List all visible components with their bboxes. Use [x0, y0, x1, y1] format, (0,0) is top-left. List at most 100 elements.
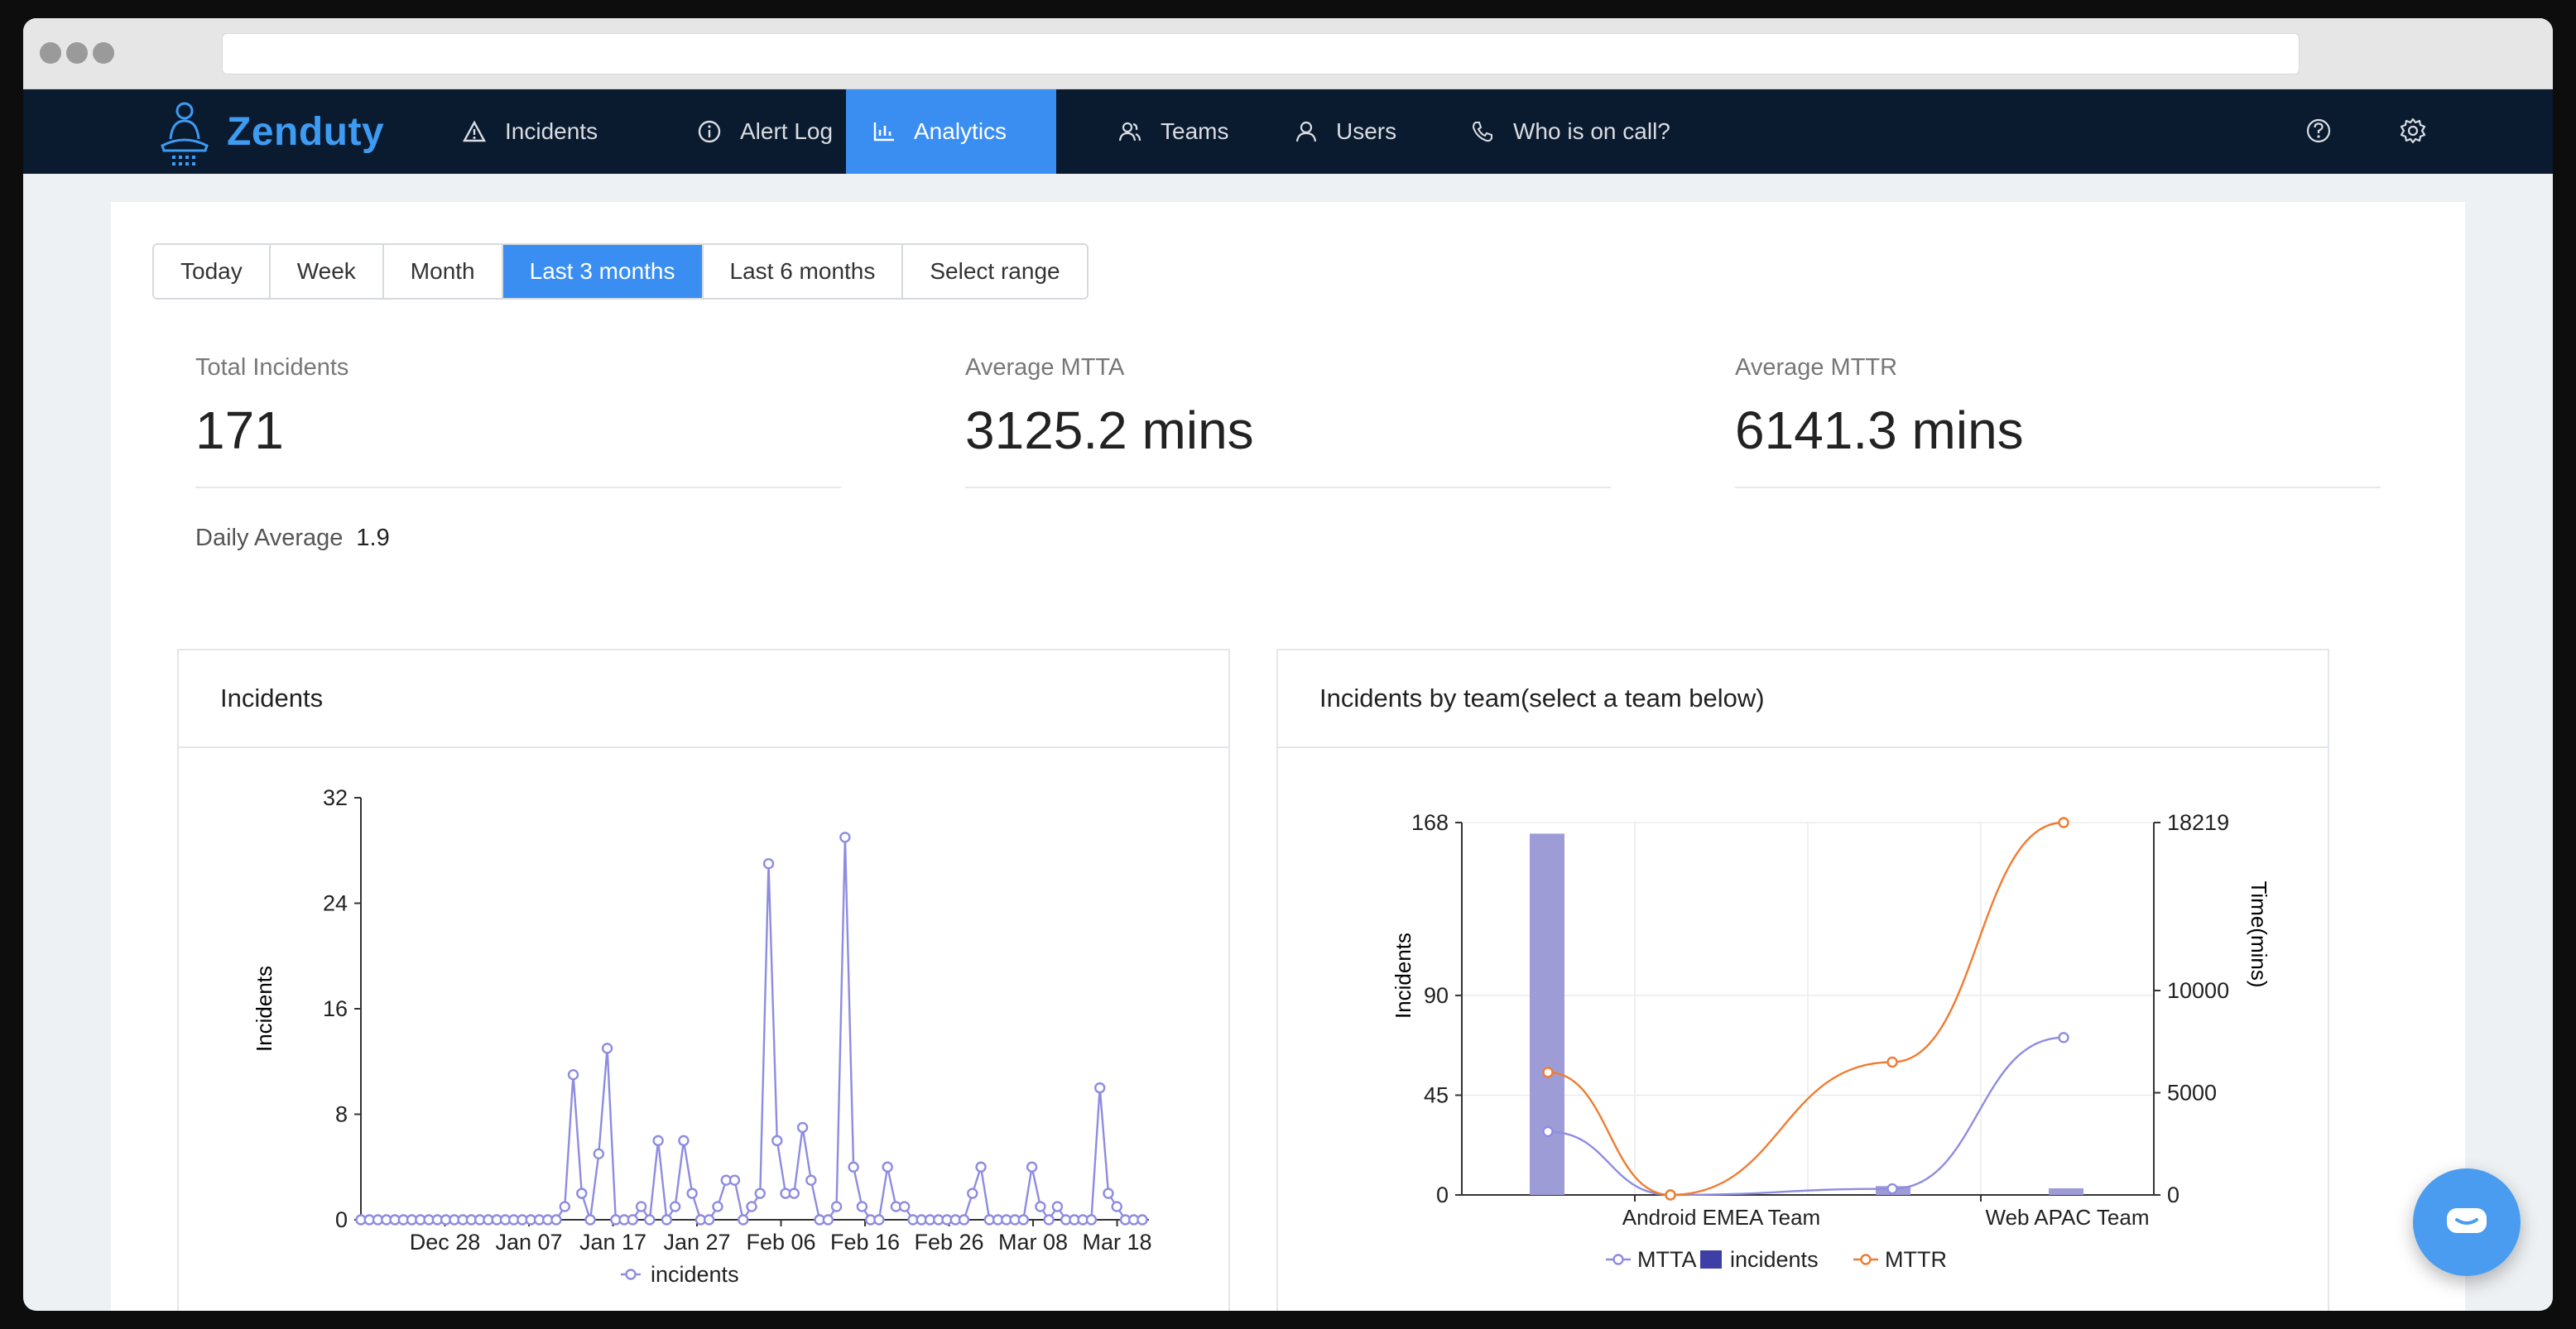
- panel-title: Incidents: [179, 650, 1228, 748]
- y-tick-label: 24: [323, 891, 348, 916]
- nav-analytics[interactable]: Analytics: [846, 89, 1056, 174]
- legend-marker: [1860, 1254, 1872, 1265]
- stat-total-incidents: Total Incidents 171: [195, 354, 841, 488]
- x-tick-label: Mar 08: [998, 1230, 1068, 1255]
- range-today-button[interactable]: Today: [154, 245, 271, 298]
- x-tick-label: Feb 26: [915, 1230, 984, 1255]
- incidents-data-point: [1017, 1214, 1030, 1226]
- range-select-range-button[interactable]: Select range: [903, 245, 1087, 298]
- mtta-data-point: [2058, 1032, 2069, 1044]
- x-tick-label: Jan 27: [663, 1230, 730, 1255]
- incidents-data-point: [669, 1201, 681, 1212]
- daily-average-label: Daily Average: [195, 525, 344, 551]
- divider: [965, 487, 1611, 488]
- incidents-panel: Incidents 0 8 16 24 32 Incidents Dec 28 Jan 07 J…: [177, 649, 1230, 1311]
- legend-label: MTTR: [1885, 1247, 1947, 1272]
- incidents-series-line: [361, 837, 1142, 1223]
- stat-label: Average MTTA: [965, 354, 1125, 381]
- x-tick-label: Web APAC Team: [1986, 1205, 2150, 1230]
- buddha-logo-icon: [161, 102, 209, 166]
- incidents-data-point: [1103, 1187, 1114, 1199]
- nav-who-is-on-call[interactable]: Who is on call?: [1444, 89, 1697, 174]
- incidents-data-point: [576, 1187, 588, 1199]
- incidents-by-team-chart: 0 45 90 168 0 5000 10000 18219 Incidents Time(min…: [1391, 810, 2271, 1272]
- mtta-data-point: [1542, 1125, 1554, 1138]
- incidents-data-point: [593, 1148, 605, 1160]
- stat-average-mttr: Average MTTR 6141.3 mins: [1735, 354, 2381, 488]
- incidents-data-point: [788, 1187, 800, 1199]
- help-circle-icon[interactable]: [2304, 117, 2333, 145]
- user-icon: [1295, 121, 1317, 142]
- warning-triangle-icon: [462, 120, 487, 142]
- range-last-3-months-button[interactable]: Last 3 months: [502, 245, 704, 298]
- incidents-data-point: [762, 857, 775, 870]
- y2-tick-label: 0: [2167, 1183, 2180, 1207]
- x-tick-label: Feb 16: [830, 1230, 900, 1255]
- x-tick-label: Feb 06: [746, 1230, 815, 1255]
- incidents-data-point: [627, 1214, 639, 1226]
- stat-value: 6141.3 mins: [1735, 401, 2024, 460]
- window-minimize-dot[interactable]: [66, 42, 88, 64]
- nav-label: Teams: [1161, 118, 1229, 144]
- incidents-data-point: [856, 1201, 868, 1212]
- incidents-data-point: [1111, 1201, 1122, 1212]
- browser-window: Zenduty Incidents Alert Log Analytics Te…: [23, 18, 2553, 1311]
- y-tick-label: 168: [1411, 810, 1449, 835]
- legend-marker: [1700, 1250, 1722, 1269]
- incidents-data-point: [601, 1043, 613, 1054]
- incidents-data-point: [822, 1214, 834, 1226]
- nav-label: Who is on call?: [1513, 118, 1670, 144]
- incidents-data-point: [1043, 1214, 1055, 1226]
- nav-users[interactable]: Users: [1268, 89, 1423, 174]
- nav-label: Analytics: [914, 118, 1007, 144]
- incidents-data-point: [703, 1214, 715, 1226]
- mttr-data-point: [1665, 1189, 1676, 1201]
- y-tick-label: 32: [323, 785, 348, 810]
- divider: [195, 487, 841, 488]
- panel-title: Incidents by team(select a team below): [1278, 650, 2328, 748]
- incidents-data-point: [1026, 1161, 1038, 1173]
- incidents-data-point: [738, 1214, 749, 1226]
- incidents-data-point: [975, 1161, 987, 1173]
- incidents-line-chart: 0 8 16 24 32 Incidents Dec 28 Jan 07 Jan 17 Jan 2…: [252, 785, 1152, 1287]
- mttr-data-point: [1542, 1067, 1554, 1078]
- incidents-data-point: [754, 1187, 766, 1199]
- date-range-selector: Today Week Month Last 3 months Last 6 mo…: [152, 243, 1089, 300]
- y-tick-label: 0: [1436, 1183, 1449, 1207]
- window-close-dot[interactable]: [40, 42, 61, 64]
- y-tick-label: 8: [335, 1102, 348, 1127]
- incidents-data-point: [567, 1068, 579, 1081]
- nav-incidents[interactable]: Incidents: [435, 89, 624, 174]
- nav-alert-log[interactable]: Alert Log: [670, 89, 859, 174]
- chat-bubble-icon: [2447, 1208, 2487, 1233]
- range-month-button[interactable]: Month: [383, 245, 503, 298]
- range-week-button[interactable]: Week: [270, 245, 384, 298]
- incidents-data-point: [728, 1174, 741, 1186]
- brand-logo[interactable]: Zenduty: [147, 89, 384, 174]
- incidents-data-point: [839, 832, 851, 843]
- nav-teams[interactable]: Teams: [1091, 89, 1255, 174]
- daily-average: Daily Average 1.9: [195, 525, 390, 552]
- y-tick-label: 90: [1424, 983, 1449, 1008]
- gear-icon[interactable]: [2399, 117, 2427, 145]
- legend-label: MTTA: [1637, 1247, 1696, 1272]
- incidents-data-point: [559, 1201, 570, 1212]
- mtta-data-point: [1886, 1183, 1898, 1195]
- chat-widget-button[interactable]: [2413, 1168, 2521, 1276]
- y2-tick-label: 5000: [2167, 1081, 2217, 1106]
- legend-label: incidents: [651, 1262, 739, 1287]
- y2-tick-label: 10000: [2167, 978, 2229, 1003]
- incidents-data-point: [771, 1135, 783, 1147]
- window-maximize-dot[interactable]: [93, 42, 114, 64]
- incidents-data-point: [686, 1187, 698, 1199]
- y-axis-title: Incidents: [1391, 933, 1415, 1019]
- analytics-card: Today Week Month Last 3 months Last 6 mo…: [111, 202, 2465, 1311]
- range-last-6-months-button[interactable]: Last 6 months: [703, 245, 904, 298]
- mttr-data-point: [1886, 1056, 1898, 1068]
- incidents-data-point: [898, 1201, 911, 1212]
- mtta-series-line: [1547, 1036, 2064, 1197]
- incidents-data-point: [796, 1121, 809, 1134]
- y2-axis-title: Time(mins): [2247, 880, 2271, 987]
- browser-chrome: [23, 18, 2553, 89]
- address-bar[interactable]: [222, 33, 2300, 74]
